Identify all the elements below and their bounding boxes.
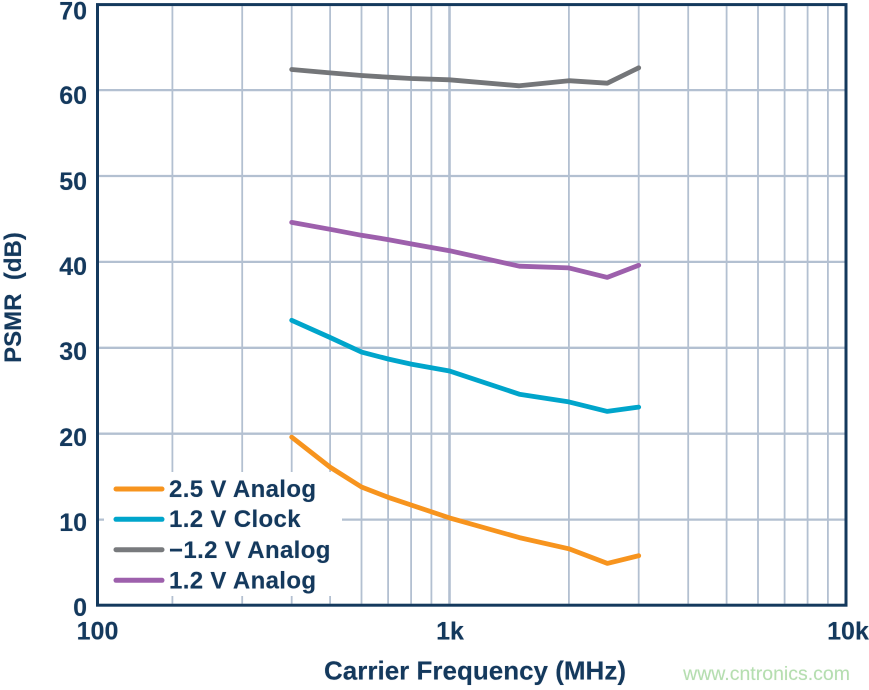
svg-text:50: 50	[59, 168, 87, 196]
svg-text:10: 10	[59, 509, 87, 537]
svg-text:30: 30	[59, 338, 87, 366]
svg-text:PSMR (dB): PSMR (dB)	[0, 232, 27, 363]
svg-text:20: 20	[59, 424, 87, 452]
svg-text:40: 40	[59, 253, 87, 281]
svg-text:2.5 V Analog: 2.5 V Analog	[169, 476, 316, 503]
svg-text:10k: 10k	[827, 618, 869, 646]
svg-text:60: 60	[59, 82, 87, 110]
svg-text:Carrier Frequency (MHz): Carrier Frequency (MHz)	[324, 655, 626, 685]
svg-text:1.2 V Analog: 1.2 V Analog	[169, 568, 316, 595]
svg-text:100: 100	[77, 618, 119, 646]
svg-text:0: 0	[73, 594, 87, 622]
svg-text:www.cntronics.com: www.cntronics.com	[682, 663, 850, 685]
svg-text:1.2 V Clock: 1.2 V Clock	[169, 506, 301, 533]
svg-text:70: 70	[59, 0, 87, 25]
svg-text:−1.2 V Analog: −1.2 V Analog	[169, 537, 331, 564]
svg-text:1k: 1k	[436, 618, 464, 646]
